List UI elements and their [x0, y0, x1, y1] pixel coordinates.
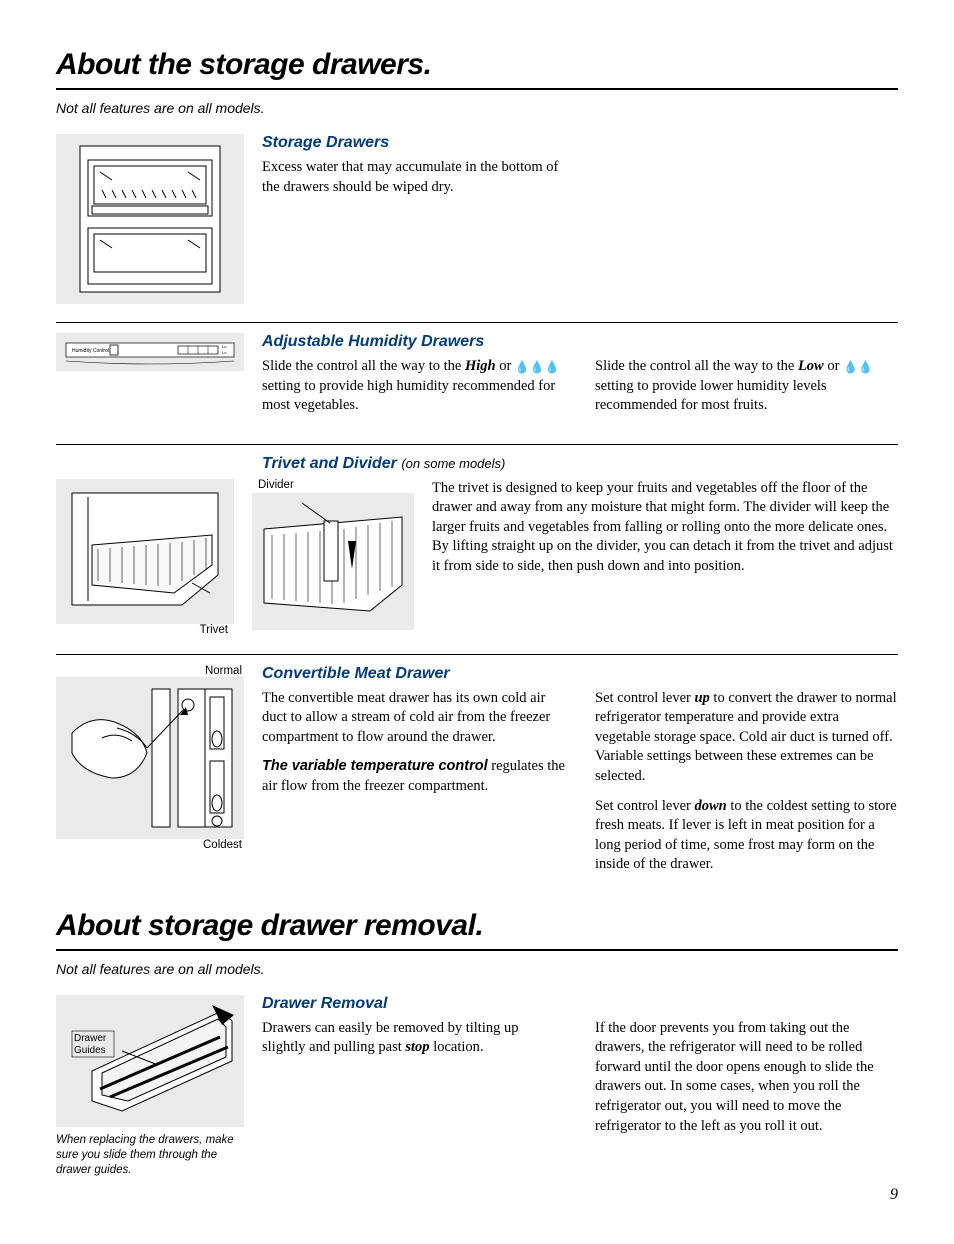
section-trivet: Trivet and Divider (on some models) [56, 455, 898, 636]
figure-storage-drawers [56, 134, 244, 304]
heading-humidity: Adjustable Humidity Drawers [262, 333, 898, 351]
figure-meat-drawer [56, 677, 244, 839]
trivet-callout-label: Trivet [56, 624, 234, 636]
text-meat-p1: The convertible meat drawer has its own … [262, 689, 565, 748]
text-humidity-high: Slide the control all the way to the Hig… [262, 357, 565, 416]
text-trivet: The trivet is designed to keep your frui… [432, 479, 898, 577]
page-title-2: About storage drawer removal. [56, 909, 898, 943]
svg-text:Lo: Lo [222, 344, 227, 349]
text-removal-p2: If the door prevents you from taking out… [595, 1019, 898, 1136]
drops-low-icon: 💧💧 [843, 360, 873, 374]
figure-divider [252, 493, 414, 630]
svg-text:Guides: Guides [74, 1045, 106, 1056]
divider-callout-label: Divider [252, 479, 414, 491]
text-humidity-low: Slide the control all the way to the Low… [595, 357, 898, 416]
rule [56, 654, 898, 655]
page-title-1: About the storage drawers. [56, 48, 898, 82]
stop-word: stop [405, 1039, 429, 1055]
models-note-2: Not all features are on all models. [56, 961, 898, 977]
figure-humidity-control: Humidity Control Lo Lo [56, 333, 244, 371]
section-humidity: Humidity Control Lo Lo Adjustable Humidi… [56, 333, 898, 426]
heading-meat-drawer: Convertible Meat Drawer [262, 665, 898, 683]
models-note-1: Not all features are on all models. [56, 100, 898, 116]
heading-drawer-removal: Drawer Removal [262, 995, 898, 1013]
text-removal-p1: Drawers can easily be removed by tilting… [262, 1019, 565, 1058]
rule [56, 322, 898, 323]
rule [56, 88, 898, 90]
text-meat-p3: Set control lever up to convert the draw… [595, 689, 898, 787]
figure-drawer-removal: Drawer Guides [56, 995, 244, 1127]
caption-drawer-removal: When replacing the drawers, make sure yo… [56, 1133, 244, 1178]
page-number: 9 [56, 1186, 898, 1204]
rule [56, 444, 898, 445]
section-storage-drawers: Storage Drawers Excess water that may ac… [56, 134, 898, 304]
text-storage-drawers: Excess water that may accumulate in the … [262, 158, 572, 197]
drops-high-icon: 💧💧💧 [515, 360, 560, 374]
text-meat-p2: The variable temperature control regulat… [262, 757, 565, 796]
heading-storage-drawers: Storage Drawers [262, 134, 898, 152]
coldest-label: Coldest [56, 839, 244, 851]
svg-text:Drawer: Drawer [74, 1033, 107, 1044]
humidity-control-label: Humidity Control [72, 348, 109, 354]
high-word: High [465, 358, 496, 374]
rule [56, 949, 898, 951]
svg-text:Lo: Lo [222, 350, 227, 355]
up-word: up [694, 690, 709, 706]
low-word: Low [798, 358, 824, 374]
normal-label: Normal [56, 665, 244, 677]
text-meat-p4: Set control lever down to the coldest se… [595, 797, 898, 875]
down-word: down [694, 798, 726, 814]
section-drawer-removal: Drawer Guides When replacing the drawers… [56, 995, 898, 1178]
figure-trivet [56, 479, 234, 624]
heading-trivet: Trivet and Divider (on some models) [262, 455, 898, 473]
section-meat-drawer: Normal Coldest Convertible Meat Draw [56, 665, 898, 885]
